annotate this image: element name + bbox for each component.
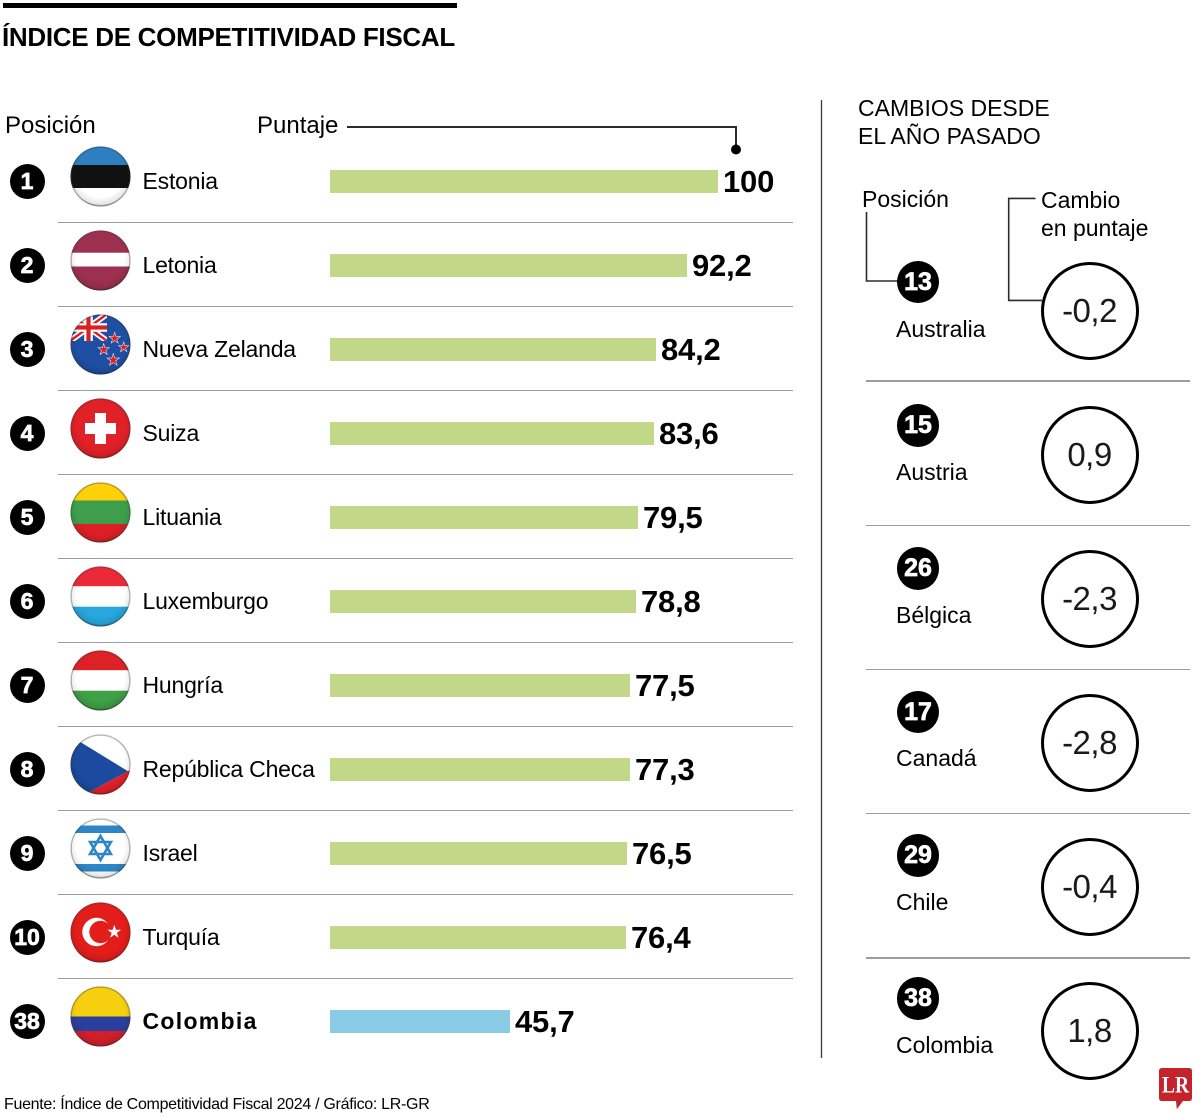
svg-text:LR: LR [1162,1073,1189,1098]
